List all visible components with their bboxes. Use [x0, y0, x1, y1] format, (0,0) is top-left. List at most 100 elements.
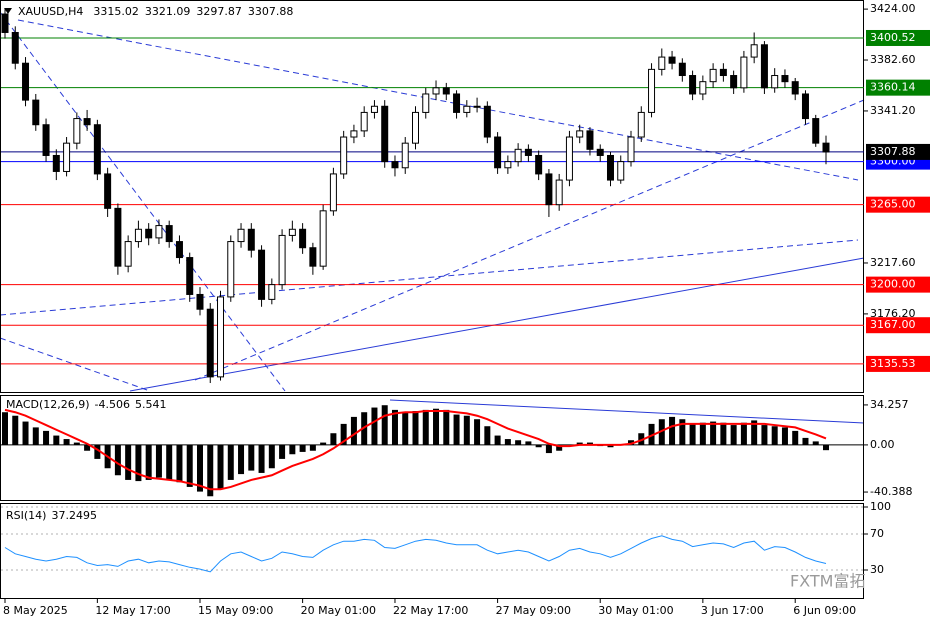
signal-line	[4, 408, 827, 491]
rsi-panel-border	[0, 503, 864, 599]
macd-bar	[669, 416, 676, 445]
candle-body	[114, 207, 122, 267]
level-label: 3265.00	[870, 198, 916, 211]
macd-bar	[556, 444, 563, 451]
candle-body	[668, 56, 676, 64]
level-label: 3135.53	[870, 357, 916, 370]
macd-bar	[443, 409, 450, 445]
x-tick-label: 15 May 09:00	[198, 604, 273, 617]
candle-body	[237, 228, 245, 243]
macd-bar	[12, 415, 19, 445]
trendlines	[0, 11, 865, 424]
candle-body	[370, 105, 378, 113]
y-tick-label: 3382.60	[870, 53, 916, 66]
candle-body	[32, 99, 40, 126]
macd-bar	[823, 444, 829, 451]
x-tick-label: 3 Jun 17:00	[701, 604, 764, 617]
candle-body	[422, 93, 430, 113]
candle-body	[719, 68, 727, 77]
macd-bar	[63, 439, 70, 445]
candle-body	[104, 173, 112, 209]
candle-body	[175, 241, 183, 259]
candle-body	[555, 179, 563, 206]
trendline	[0, 239, 859, 316]
candle-body	[432, 87, 440, 95]
level-label-box	[866, 29, 930, 46]
candle-body	[227, 241, 235, 298]
macd-bar	[474, 419, 481, 445]
macd-title: MACD(12,26,9)	[6, 398, 90, 411]
candle-body	[565, 136, 573, 181]
y-tick-label: 3341.20	[870, 104, 916, 117]
y-tick-label: -40.388	[870, 485, 912, 498]
candle-body	[196, 293, 204, 310]
y-tick-label: 100	[870, 500, 891, 513]
macd-bar	[525, 441, 532, 445]
macd-bar	[710, 421, 717, 445]
macd-bar	[22, 421, 29, 445]
macd-bar	[658, 419, 665, 445]
candle-body	[453, 93, 461, 113]
candle-body	[771, 75, 779, 89]
macd-bar	[679, 419, 686, 445]
level-label-box	[866, 355, 930, 372]
y-tick-label: 3176.20	[870, 307, 916, 320]
watermark: FXTM富拓	[790, 572, 865, 591]
candle-body	[93, 124, 101, 175]
macd-bar	[781, 427, 788, 445]
x-tick-label: 20 May 01:00	[301, 604, 376, 617]
macd-trendline	[389, 399, 865, 424]
macd-bar	[422, 409, 429, 445]
macd-bar	[771, 426, 778, 445]
macd-bar	[391, 409, 398, 445]
macd-bar	[453, 414, 460, 445]
candle-body	[155, 225, 163, 239]
macd-bar	[53, 435, 60, 445]
macd-bar	[628, 440, 635, 445]
level-label: 3400.52	[870, 31, 916, 44]
signal-value: 5.541	[135, 398, 167, 411]
macd-bar	[114, 444, 121, 476]
candle-body	[11, 31, 19, 64]
macd-bar	[299, 444, 306, 452]
candle-body	[217, 296, 225, 378]
candle-body	[689, 75, 697, 95]
macd-bar	[166, 444, 173, 480]
macd-bar	[545, 444, 552, 454]
candle-body	[637, 111, 645, 138]
candle-body	[504, 161, 512, 169]
macd-bar	[638, 433, 645, 445]
trendline	[129, 257, 865, 392]
level-label-box	[866, 276, 930, 293]
candle-body	[596, 148, 604, 156]
menu-triangle	[4, 8, 12, 14]
y-tick-label: 70	[870, 527, 884, 540]
candle-body	[494, 136, 502, 169]
macd-bar	[340, 423, 347, 445]
rsi-title: RSI(14)	[6, 509, 46, 522]
rsi-line	[4, 535, 827, 573]
macd-bar	[94, 444, 101, 459]
candle-body	[360, 111, 368, 132]
macd-bar	[792, 430, 799, 445]
candle-body	[463, 105, 471, 113]
candle-body	[658, 56, 666, 70]
macd-bar	[607, 444, 614, 448]
y-tick-label: 3424.00	[870, 2, 916, 15]
candle-body	[42, 124, 50, 156]
candle-body	[617, 161, 625, 181]
macd-bar	[227, 444, 234, 480]
level-label: 3360.14	[870, 81, 916, 94]
macd-bar	[730, 425, 737, 445]
macd-bar	[433, 408, 440, 445]
macd-bar	[186, 444, 193, 487]
rsi-value: 37.2495	[51, 509, 97, 522]
symbol: XAUUSD,H4	[18, 5, 83, 18]
macd-bar	[812, 441, 819, 445]
candle-body	[381, 105, 389, 163]
candle-body	[473, 105, 481, 108]
candle-body	[699, 81, 707, 95]
macd-bar	[217, 444, 224, 490]
candle-body	[165, 225, 173, 243]
